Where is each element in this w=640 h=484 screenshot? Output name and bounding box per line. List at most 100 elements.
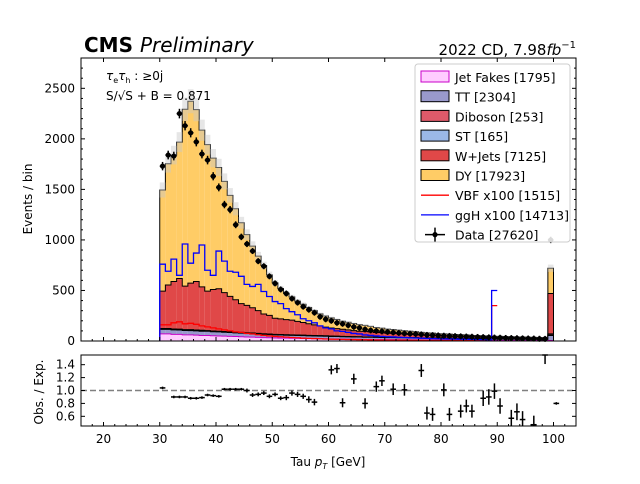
stack-bar	[199, 287, 205, 330]
uncertainty-bin	[233, 202, 239, 215]
data-point	[452, 334, 457, 339]
legend-marker-data	[432, 232, 437, 237]
stack-bar	[239, 304, 245, 333]
ratio-y-tick-label: 1.2	[56, 371, 75, 385]
data-point	[419, 332, 424, 337]
status-label: Preliminary	[140, 33, 255, 57]
stack-bar	[177, 334, 183, 341]
legend-swatch-dy	[421, 170, 449, 181]
data-point	[413, 331, 418, 336]
data-point	[379, 329, 384, 334]
stack-bar	[306, 324, 312, 336]
x-tick-label: 100	[542, 432, 565, 446]
stack-bar	[194, 331, 200, 335]
stack-bar	[233, 337, 239, 341]
stack-bar	[300, 323, 306, 336]
stack-bar	[205, 335, 211, 341]
data-point	[464, 334, 469, 339]
stack-bar	[165, 164, 171, 285]
legend-label-vbf-x100: VBF x100 [1515]	[455, 188, 560, 203]
stack-bar	[340, 329, 346, 336]
stack-bar	[278, 319, 284, 335]
x-tick-label: 40	[208, 432, 223, 446]
data-point	[509, 335, 514, 340]
stack-bar	[261, 314, 267, 334]
stack-bar	[312, 325, 318, 336]
y-tick-label: 1000	[44, 233, 75, 247]
data-point	[256, 259, 261, 264]
data-point	[357, 325, 362, 330]
data-point	[222, 202, 227, 207]
stack-bar	[194, 110, 200, 282]
stack-bar	[165, 329, 171, 334]
stack-bar	[548, 293, 554, 333]
data-point	[323, 317, 328, 322]
data-point	[182, 123, 187, 128]
stack-bar	[267, 275, 273, 315]
data-point	[503, 335, 508, 340]
stack-bar	[222, 293, 228, 332]
legend-label-data: Data [27620]	[455, 228, 538, 243]
data-point	[531, 336, 536, 341]
data-point	[205, 157, 210, 162]
stack-bar	[210, 290, 216, 331]
data-point	[272, 281, 277, 286]
data-point	[481, 335, 486, 340]
legend-label-st: ST [165]	[455, 129, 508, 144]
uncertainty-bin	[160, 182, 166, 197]
stack-bar	[165, 285, 171, 328]
data-point	[267, 274, 272, 279]
stack-bar	[199, 335, 205, 341]
stack-bar	[205, 145, 211, 292]
data-point	[407, 331, 412, 336]
uncertainty-bin	[244, 229, 250, 240]
data-point	[368, 328, 373, 333]
data-point	[447, 333, 452, 338]
stack-bar	[250, 308, 256, 333]
legend-label-dy: DY [17923]	[455, 169, 525, 184]
data-point	[250, 248, 255, 253]
y-axis-title-ratio: Obs. / Exp.	[32, 360, 46, 425]
uncertainty-bin	[239, 217, 245, 229]
stack-bar	[216, 332, 222, 336]
stack-bar	[261, 338, 267, 341]
significance-annotation: S/√S + B = 0.871	[106, 89, 211, 103]
data-point	[526, 336, 531, 341]
stack-bar	[182, 286, 188, 329]
legend-swatch-tt	[421, 91, 449, 102]
stack-bar	[216, 289, 222, 331]
uncertainty-bin	[210, 149, 216, 167]
y-tick-label: 1500	[44, 182, 75, 196]
data-point	[362, 327, 367, 332]
data-point	[340, 321, 345, 326]
data-point	[284, 291, 289, 296]
data-point	[374, 328, 379, 333]
stack-bar	[250, 337, 256, 341]
data-point	[166, 152, 171, 157]
legend-label-tt: TT [2304]	[454, 90, 516, 105]
uncertainty-bin	[222, 173, 228, 189]
stack-bar	[284, 293, 290, 319]
stack-bar	[233, 333, 239, 337]
stack-bar	[182, 335, 188, 341]
stack-bar	[171, 330, 177, 335]
stack-bar	[222, 332, 228, 336]
data-point	[436, 333, 441, 338]
legend: Jet Fakes [1795]TT [2304]Diboson [253]ST…	[415, 64, 570, 243]
uncertainty-bin	[548, 265, 554, 272]
stack-bar	[261, 265, 267, 314]
legend-label-jet-fakes: Jet Fakes [1795]	[454, 70, 556, 85]
stack-bar	[255, 311, 261, 334]
data-point	[199, 151, 204, 156]
stack-bar	[177, 330, 183, 334]
x-axis-title: Tau pT [GeV]	[290, 455, 366, 471]
x-tick-label: 20	[96, 432, 111, 446]
stack-bar	[233, 300, 239, 332]
data-point	[469, 334, 474, 339]
x-tick-label: 30	[152, 432, 167, 446]
stack-bar	[194, 335, 200, 341]
stack-bar	[334, 329, 340, 337]
data-point	[391, 330, 396, 335]
data-point	[520, 336, 525, 341]
